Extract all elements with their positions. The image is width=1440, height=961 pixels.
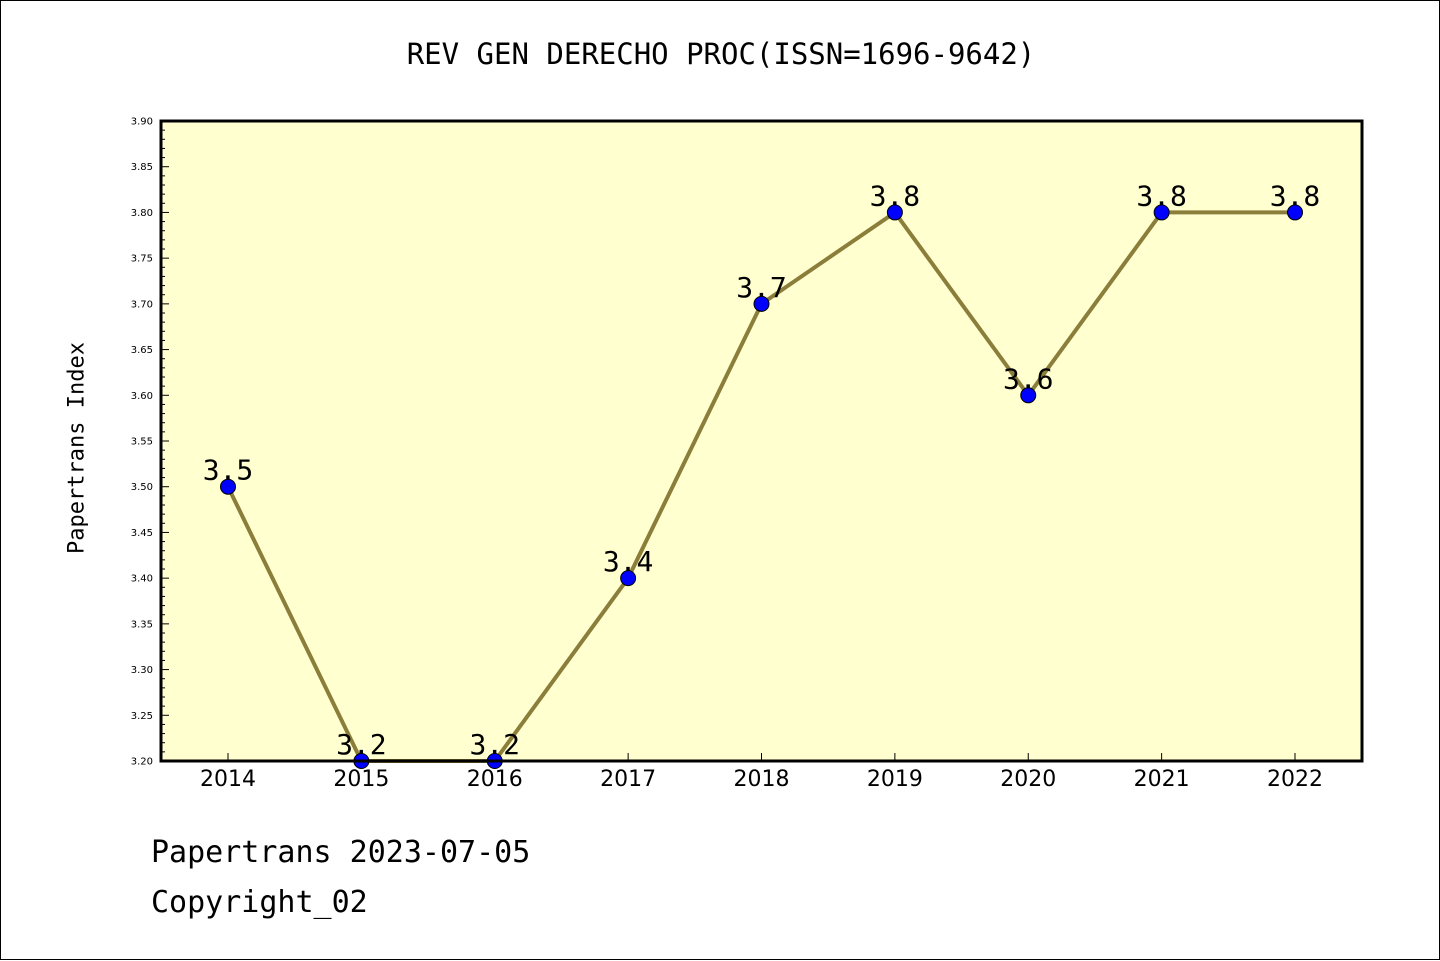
y-tick-label: 3.25: [131, 711, 153, 722]
data-point-marker: [1287, 204, 1303, 221]
y-tick-label: 3.65: [131, 345, 153, 356]
x-axis: 2014 2015 2016 2017 2018 2019 2020 2021 2022: [200, 753, 1323, 792]
y-tick-label: 3.30: [131, 665, 153, 676]
x-tick-label: 2017: [600, 767, 656, 792]
y-tick-label: 3.50: [131, 482, 153, 493]
y-tick-label: 3.80: [131, 208, 153, 219]
y-tick-label: 3.55: [131, 437, 153, 448]
data-value-label: 3.2: [469, 728, 520, 761]
data-value-label: 3.2: [336, 728, 387, 761]
chart-title: REV GEN DERECHO PROC(ISSN=1696-9642): [406, 37, 1036, 71]
x-tick-label: 2016: [467, 767, 523, 792]
data-value-label: 3.8: [1270, 179, 1321, 212]
y-tick-label: 3.85: [131, 162, 153, 173]
y-tick-label: 3.40: [131, 574, 153, 585]
footer-copyright-line: Copyright_02: [151, 885, 368, 920]
x-tick-label: 2018: [734, 767, 790, 792]
data-labels: 3.5 3.2 3.2 3.4 3.7 3.8 3.6 3.8 3.8: [203, 179, 1321, 761]
data-point-marker: [886, 204, 903, 221]
x-tick-label: 2015: [333, 767, 389, 792]
y-tick-label: 3.75: [131, 254, 153, 265]
data-point-marker: [220, 478, 236, 495]
data-value-label: 3.5: [203, 454, 254, 487]
y-tick-label: 3.90: [131, 117, 153, 128]
x-tick-label: 2014: [200, 767, 256, 792]
x-tick-label: 2022: [1267, 767, 1323, 792]
y-axis: 3.20 3.25 3.30 3.35 3.40 3.45 3.50 3.55 3.60 3.65…: [131, 117, 169, 768]
y-tick-label: 3.70: [131, 299, 153, 310]
data-value-label: 3.7: [736, 271, 787, 304]
footer-date-line: Papertrans 2023-07-05: [151, 835, 531, 870]
x-tick-label: 2020: [1000, 767, 1056, 792]
data-point-marker: [1020, 387, 1037, 404]
x-tick-label: 2019: [867, 767, 923, 792]
data-value-label: 3.8: [1136, 179, 1187, 212]
data-value-label: 3.8: [870, 179, 921, 212]
y-tick-label: 3.35: [131, 619, 153, 630]
data-value-label: 3.6: [1003, 362, 1054, 395]
y-tick-label: 3.45: [131, 528, 153, 539]
data-value-label: 3.4: [603, 545, 654, 578]
plot-area: [161, 121, 1362, 761]
y-tick-label: 3.60: [131, 391, 153, 402]
plot-border: [159, 119, 1364, 763]
data-point-marker: [620, 570, 637, 587]
y-tick-label: 3.20: [131, 757, 153, 768]
data-point-marker: [753, 295, 770, 312]
x-tick-label: 2021: [1134, 767, 1190, 792]
data-point-marker: [1153, 204, 1170, 221]
